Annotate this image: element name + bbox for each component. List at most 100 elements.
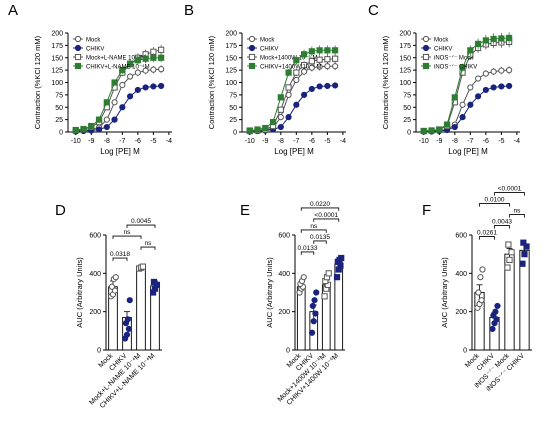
y-tick-label: 600	[278, 233, 290, 240]
legend-label: CHIKV+L-NAME 10⁻⁴M	[86, 64, 150, 71]
p-value-label: ns	[145, 240, 153, 247]
x-tick-label: -4	[340, 138, 346, 145]
p-value-label: 0.0133	[298, 245, 318, 252]
data-point	[443, 121, 451, 128]
bracket-line	[313, 240, 327, 244]
p-value-label: 0.0045	[131, 218, 151, 225]
p-value-label: ns	[124, 229, 132, 236]
data-point	[277, 114, 284, 121]
data-point	[459, 101, 466, 108]
y-axis-label: Contraction (%KCl 120 mM)	[207, 35, 216, 129]
series-3	[72, 53, 165, 134]
data-point	[477, 274, 484, 281]
data-point	[119, 67, 126, 74]
data-point	[285, 69, 292, 76]
significance-bracket: 0.0043	[492, 219, 512, 229]
x-tick-label: -10	[71, 138, 81, 145]
y-tick-label: 125	[399, 68, 411, 75]
legend-label: Mock	[86, 38, 101, 44]
significance-bracket: <0.0001	[313, 212, 340, 222]
significance-bracket: 0.0318	[110, 251, 130, 262]
data-point	[332, 82, 339, 89]
data-point	[506, 34, 513, 42]
data-point	[482, 86, 489, 94]
data-point	[479, 266, 486, 273]
data-point	[482, 37, 489, 44]
data-point	[478, 297, 485, 304]
bracket-line	[479, 236, 495, 240]
data-point	[134, 69, 141, 76]
x-tick-label: -5	[498, 138, 504, 145]
data-point	[451, 123, 458, 131]
data-point	[126, 60, 134, 67]
bar-group: Mock	[286, 274, 307, 369]
y-tick-label: 125	[51, 68, 63, 75]
data-point	[482, 70, 489, 77]
bracket-line	[494, 192, 525, 196]
data-point	[150, 278, 158, 286]
data-point	[254, 126, 261, 133]
data-point	[158, 54, 165, 61]
data-point	[459, 114, 466, 121]
significance-bracket: 0.0100	[479, 197, 510, 207]
x-tick-label: -8	[278, 138, 284, 145]
y-tick-label: 400	[455, 271, 467, 278]
data-point	[285, 84, 292, 91]
y-tick-label: 0	[233, 130, 237, 137]
data-point	[308, 48, 315, 55]
legend-label: CHIKV+1400W 10⁻⁶ M	[260, 64, 322, 71]
data-point	[80, 125, 87, 133]
data-point	[312, 310, 319, 317]
y-tick-label: 75	[229, 92, 237, 99]
data-point	[490, 35, 497, 43]
data-point	[316, 47, 323, 54]
data-point	[95, 126, 103, 133]
y-tick-label: 200	[455, 309, 467, 316]
data-point	[474, 40, 482, 47]
bar	[296, 286, 306, 351]
legend-label: Mock+L-NAME 10⁻⁴M	[86, 55, 146, 62]
y-tick-label: 600	[455, 233, 467, 240]
data-point	[324, 63, 331, 70]
legend-marker	[248, 44, 256, 52]
y-tick-label: 100	[225, 80, 237, 87]
y-tick-label: 50	[55, 105, 63, 112]
bracket-line	[300, 229, 327, 233]
x-tick-label: -10	[245, 138, 255, 145]
data-point	[142, 55, 149, 62]
data-point	[108, 283, 116, 290]
legend-marker	[74, 62, 82, 70]
data-point	[293, 69, 300, 76]
data-point	[158, 82, 165, 90]
data-point	[467, 101, 474, 108]
data-point	[150, 54, 157, 61]
bar-group: Mock	[464, 266, 486, 369]
data-point	[123, 331, 131, 338]
x-axis-label: Log [PE] M	[274, 147, 314, 156]
data-point	[285, 114, 292, 121]
data-point	[324, 47, 331, 54]
data-point	[506, 82, 513, 90]
y-tick-label: 150	[225, 55, 237, 62]
data-point	[112, 274, 119, 281]
data-point	[490, 84, 497, 91]
data-point	[111, 99, 118, 106]
data-point	[277, 106, 284, 113]
data-point	[111, 116, 118, 123]
data-point	[158, 66, 165, 73]
bar-group: Mock	[98, 274, 119, 369]
y-tick-label: 200	[51, 31, 63, 38]
data-point	[493, 316, 500, 323]
y-axis-label: Contraction (%KCl 120 mM)	[381, 35, 390, 129]
data-point	[262, 124, 269, 132]
legend-marker	[248, 62, 256, 70]
legend-label: iNOS⁻ᐟ⁻ Mock	[434, 55, 474, 62]
series-line	[423, 85, 510, 132]
panel-C: C 0 25 50 75 100 125 150 175 200 -10 -9 -8 -7 -6 -5 -4 Lo…	[368, 2, 520, 156]
y-tick-label: 100	[399, 80, 411, 87]
y-tick-label: 175	[225, 43, 237, 50]
panel-letter: A	[8, 2, 18, 19]
p-value-label: ns	[310, 223, 318, 230]
